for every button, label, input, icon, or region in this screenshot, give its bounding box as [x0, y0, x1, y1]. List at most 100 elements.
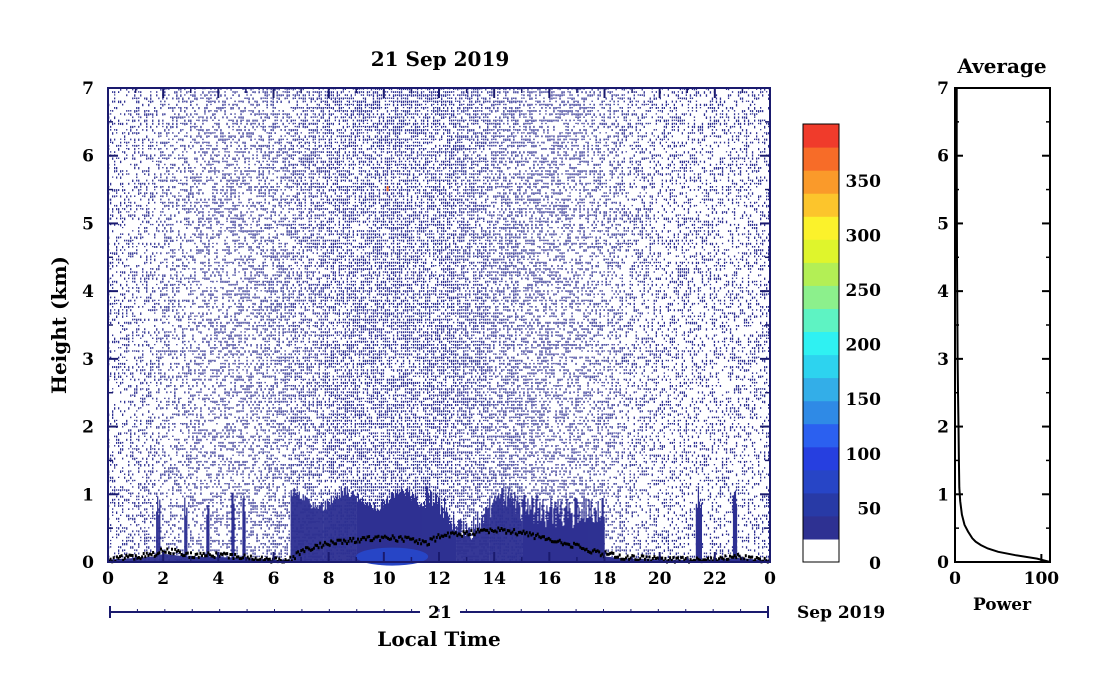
noise-cell [204, 451, 206, 453]
noise-cell [216, 223, 218, 226]
noise-cell [168, 344, 170, 346]
noise-cell [154, 448, 156, 451]
noise-cell [242, 435, 244, 439]
noise-cell [266, 334, 268, 337]
noise-cell [228, 246, 230, 249]
noise-cell [118, 520, 120, 523]
noise-cell [240, 505, 242, 507]
noise-cell [176, 148, 178, 150]
noise-cell [148, 148, 150, 150]
noise-cell [132, 214, 134, 216]
noise-cell [248, 397, 250, 399]
noise-cell [168, 302, 170, 305]
noise-cell [168, 423, 170, 425]
noise-cell [232, 435, 234, 438]
noise-cell [134, 321, 136, 324]
noise-cell [240, 340, 242, 343]
noise-cell [134, 138, 136, 142]
noise-cell [140, 189, 142, 191]
noise-cell [114, 252, 116, 255]
noise-cell [226, 186, 228, 188]
noise-cell [200, 179, 202, 182]
noise-cell [198, 347, 200, 350]
noise-cell [116, 170, 118, 173]
noise-cell [160, 546, 162, 549]
noise-cell [120, 347, 122, 349]
noise-cell [258, 283, 260, 286]
noise-cell [256, 290, 258, 292]
noise-cell [268, 388, 270, 391]
noise-cell [244, 167, 246, 169]
noise-cell [238, 325, 240, 327]
noise-cell [260, 400, 262, 403]
noise-cell [186, 381, 188, 384]
noise-cell [138, 179, 140, 182]
noise-cell [196, 252, 198, 255]
noise-cell [160, 201, 162, 203]
noise-cell [240, 116, 242, 119]
noise-cell [182, 381, 184, 384]
noise-cell [166, 416, 168, 419]
noise-cell [256, 353, 258, 355]
noise-cell [120, 249, 122, 251]
noise-cell [176, 362, 178, 365]
noise-cell [174, 328, 176, 331]
noise-cell [172, 448, 174, 450]
noise-cell [172, 416, 174, 419]
noise-cell [140, 372, 142, 375]
noise-cell [122, 445, 124, 447]
noise-cell [160, 486, 162, 488]
noise-cell [172, 132, 174, 134]
noise-cell [228, 448, 230, 450]
noise-cell [190, 236, 192, 238]
noise-cell [180, 429, 182, 432]
noise-cell [246, 170, 248, 172]
noise-cell [258, 381, 260, 384]
noise-cell [144, 378, 146, 382]
noise-cell [250, 372, 252, 376]
noise-cell [234, 460, 236, 464]
noise-cell [212, 438, 214, 441]
noise-cell [220, 350, 222, 353]
noise-cell [188, 119, 190, 122]
noise-cell [226, 340, 228, 344]
noise-cell [154, 236, 156, 239]
noise-cell [220, 448, 222, 451]
noise-cell [146, 125, 148, 128]
noise-cell [252, 220, 254, 223]
noise-cell [250, 274, 252, 277]
noise-cell [120, 331, 122, 334]
noise-cell [228, 366, 230, 368]
noise-cell [198, 249, 200, 252]
noise-cell [144, 287, 146, 289]
noise-cell [112, 283, 114, 286]
noise-cell [260, 366, 262, 369]
noise-cell [128, 290, 130, 293]
noise-cell [224, 407, 226, 410]
noise-cell [252, 309, 254, 311]
noise-cell [262, 204, 264, 207]
noise-cell [202, 502, 204, 504]
noise-cell [198, 325, 200, 327]
noise-cell [214, 391, 216, 394]
noise-cell [206, 483, 208, 485]
noise-cell [136, 110, 138, 113]
noise-cell [190, 141, 192, 143]
noise-cell [158, 163, 160, 167]
noise-cell [248, 119, 250, 122]
noise-cell [244, 483, 246, 486]
noise-cell [246, 299, 248, 302]
noise-cell [126, 119, 128, 121]
noise-cell [152, 498, 154, 500]
noise-cell [158, 157, 160, 159]
noise-cell [196, 280, 198, 283]
noise-cell [200, 116, 202, 118]
noise-cell [222, 107, 224, 109]
noise-cell [240, 511, 242, 513]
noise-cell [202, 290, 204, 293]
noise-cell [252, 217, 254, 220]
noise-cell [184, 448, 186, 450]
noise-cell [220, 555, 222, 558]
noise-cell [110, 356, 112, 359]
noise-cell [256, 486, 258, 488]
